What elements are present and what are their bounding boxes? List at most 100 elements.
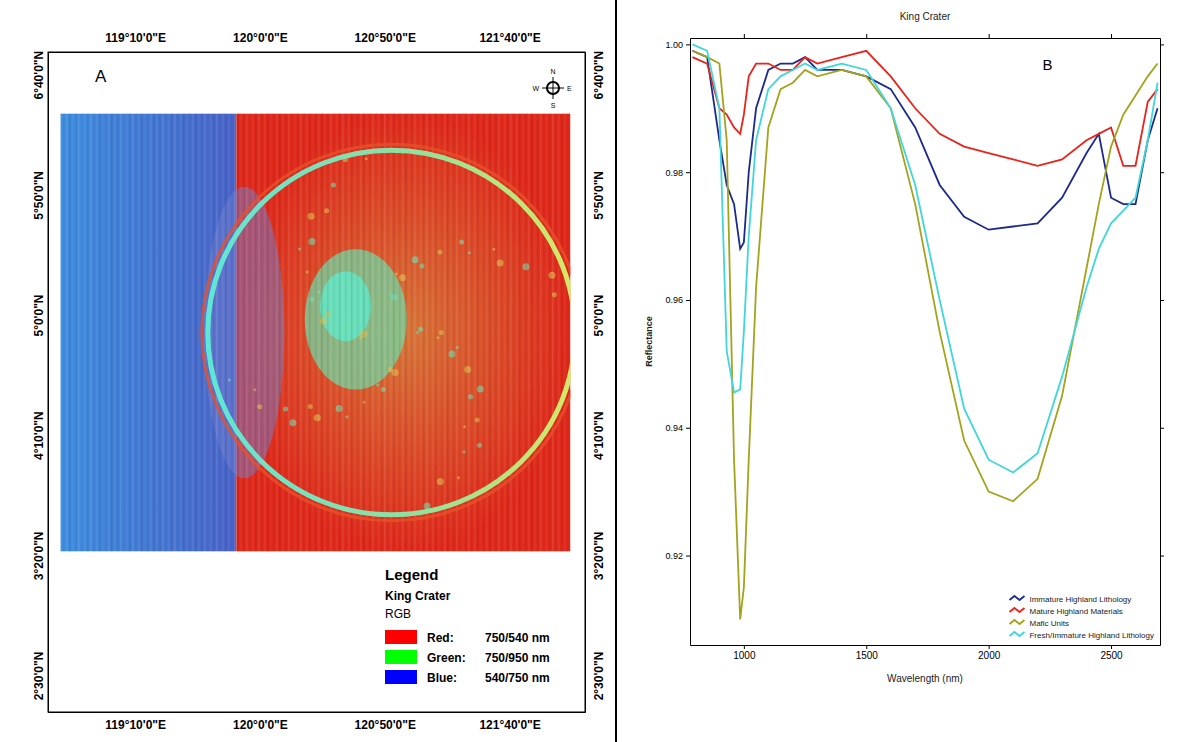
stripe	[69, 113, 70, 551]
lat-right-tick-label: 2°30'0"N	[592, 652, 606, 701]
lon-top-tick: 119°10'0"E	[105, 31, 166, 52]
stripe	[138, 113, 139, 551]
stripe	[399, 113, 400, 551]
y-axis: 0.920.940.960.981.00	[665, 39, 690, 646]
stripe	[315, 113, 316, 551]
stripe	[297, 113, 298, 551]
stripe	[300, 113, 301, 551]
spectrum-line	[692, 51, 1157, 166]
spectrum-line	[692, 51, 1157, 620]
stripe	[411, 113, 412, 551]
speckle	[314, 414, 321, 421]
legend-subtitle: King Crater	[385, 589, 451, 603]
stripe	[495, 113, 496, 551]
x-axis: 1000150020002500	[691, 645, 1161, 661]
stripe	[453, 113, 454, 551]
stripe	[60, 113, 61, 551]
legend-name: Blue:	[427, 671, 457, 685]
stripe	[441, 113, 442, 551]
y-right-axis	[1160, 39, 1164, 646]
lat-right-tick: 3°20'0"N	[585, 532, 606, 581]
stripe	[393, 113, 394, 551]
x-tick: 1000	[733, 645, 756, 661]
legend-symbol	[1009, 608, 1024, 612]
stripe	[66, 113, 67, 551]
y-right-tick	[1160, 300, 1164, 301]
plot-area	[690, 38, 1160, 645]
stripe	[276, 113, 277, 551]
stripe	[249, 113, 250, 551]
x-top-tick-mark	[1111, 34, 1112, 38]
legend-name: Red:	[427, 631, 454, 645]
lat-left-tick-label: 2°30'0"N	[32, 652, 46, 701]
x-tick-mark	[1111, 645, 1112, 649]
stripe	[564, 113, 565, 551]
y-tick-label: 0.94	[665, 423, 683, 433]
stripe	[261, 113, 262, 551]
stripe	[162, 113, 163, 551]
legend-title: Legend	[385, 566, 438, 583]
lon-bottom-tick-label: 120°50'0"E	[355, 718, 416, 732]
lat-left-tick: 6°40'0"N	[32, 51, 48, 100]
crater-rim-outer	[202, 144, 571, 521]
lon-bottom-axis: 119°10'0"E120°0'0"E120°50'0"E121°40'0"E	[49, 712, 586, 732]
y-right-tick-mark	[1160, 556, 1164, 557]
stripe	[534, 113, 535, 551]
image-east	[236, 113, 570, 551]
x-top-tick	[866, 34, 867, 38]
legend-symbol	[1009, 632, 1024, 636]
stripe	[195, 113, 196, 551]
stripe	[177, 113, 178, 551]
stripe	[267, 113, 268, 551]
lat-left-axis-line	[48, 53, 49, 713]
lon-top-axis-line	[49, 52, 586, 53]
y-tick: 0.94	[665, 423, 690, 433]
lon-top-tick: 121°40'0"E	[479, 31, 540, 52]
speckle	[497, 260, 504, 267]
stripe	[105, 113, 106, 551]
x-tick: 2000	[978, 645, 1001, 661]
stripe	[117, 113, 118, 551]
stripe	[348, 113, 349, 551]
legend-entry: Mature Highland Materials	[1029, 607, 1122, 616]
lat-right-tick: 6°40'0"N	[585, 51, 606, 100]
stripe	[96, 113, 97, 551]
legend-band: 750/950 nm	[485, 651, 550, 665]
speckle	[437, 478, 444, 485]
stripe	[102, 113, 103, 551]
panel-divider	[615, 0, 617, 742]
x-top-tick-mark	[744, 34, 745, 38]
y-tick-label: 0.96	[665, 295, 683, 305]
lon-bottom-tick-label: 119°10'0"E	[105, 718, 166, 732]
stripe	[339, 113, 340, 551]
lon-bottom-tick: 120°0'0"E	[233, 712, 288, 732]
map-frame	[48, 52, 585, 712]
stripe	[252, 113, 253, 551]
stripe	[420, 113, 421, 551]
lon-top-tick-label: 120°0'0"E	[233, 31, 288, 45]
x-axis-line	[691, 645, 1161, 646]
lat-right-tick: 5°0'0"N	[585, 295, 606, 337]
stripe	[192, 113, 193, 551]
stripe	[444, 113, 445, 551]
stripe	[354, 113, 355, 551]
x-top-tick	[1111, 34, 1112, 38]
lon-top-tick-label: 120°50'0"E	[355, 31, 416, 45]
lat-left-tick-label: 4°10'0"N	[32, 411, 46, 460]
stripe	[270, 113, 271, 551]
y-axis-title: Reflectance	[644, 316, 654, 367]
lat-left-tick-label: 5°0'0"N	[32, 295, 46, 337]
legend-entry: Mafic Units	[1029, 619, 1069, 628]
stripe	[216, 113, 217, 551]
lat-left-tick: 4°10'0"N	[32, 411, 48, 460]
lon-bottom-tick: 120°50'0"E	[355, 712, 416, 732]
stripe	[540, 113, 541, 551]
lat-left-tick-label: 5°50'0"N	[32, 171, 46, 220]
speckle	[308, 213, 315, 220]
y-right-tick-mark	[1160, 428, 1164, 429]
stripe	[474, 113, 475, 551]
lat-right-tick-label: 5°50'0"N	[592, 171, 606, 220]
x-top-tick	[989, 34, 990, 38]
panel-label: A	[95, 67, 107, 86]
stripe	[426, 113, 427, 551]
